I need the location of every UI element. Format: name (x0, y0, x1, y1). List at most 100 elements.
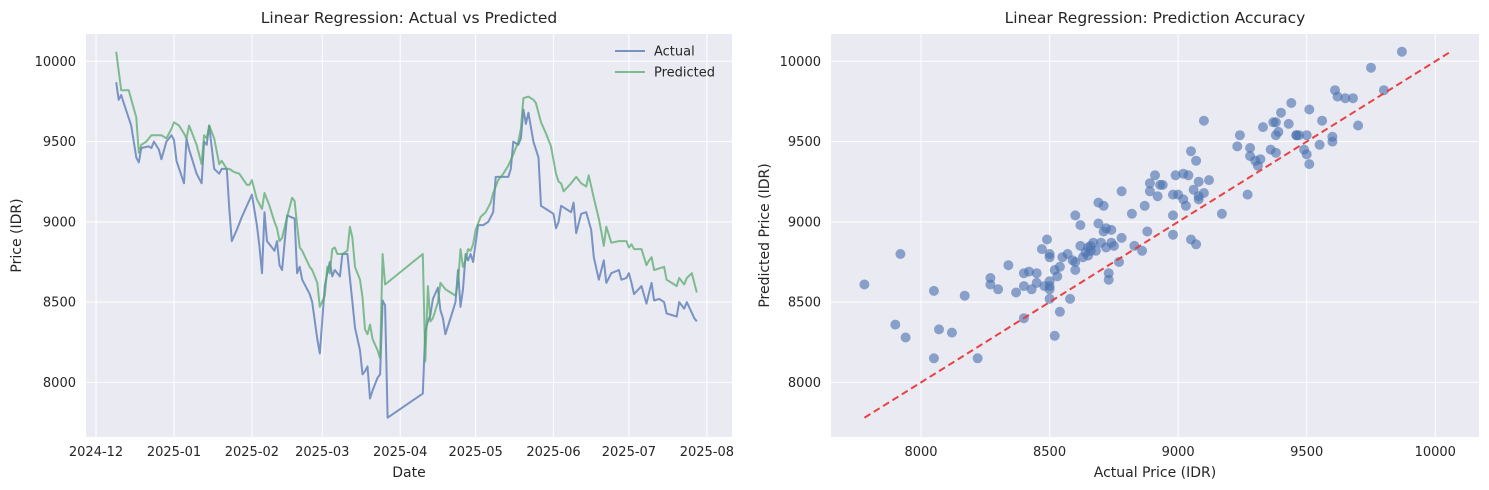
scatter-point (1327, 136, 1338, 147)
scatter-point (1198, 115, 1209, 126)
scatter-point (1396, 46, 1407, 57)
x-tick-label: 2025-05 (448, 445, 502, 460)
scatter-point (1255, 154, 1266, 165)
scatter-point (859, 279, 870, 290)
scatter-point (1044, 276, 1055, 287)
scatter-point (1031, 277, 1042, 288)
scatter-point (1353, 120, 1364, 131)
scatter-point (1065, 293, 1076, 304)
scatter-point (1317, 115, 1328, 126)
scatter-point (1301, 130, 1312, 141)
scatter-point (1106, 224, 1117, 235)
scatter-point (1126, 208, 1137, 219)
scatter-point (1024, 266, 1034, 277)
x-tick-label: 2025-04 (373, 445, 427, 460)
scatter-point (1150, 170, 1160, 181)
scatter-point (1270, 117, 1281, 128)
legend-label-predicted: Predicted (654, 66, 715, 81)
scatter-chart-x-ticks: 8000 8500 9000 9500 10000 (904, 445, 1456, 460)
scatter-point (1168, 229, 1178, 240)
scatter-point (1103, 274, 1114, 285)
scatter-point (1116, 186, 1127, 197)
scatter-point (1090, 245, 1101, 256)
x-tick-label: 9000 (1162, 445, 1195, 460)
scatter-point (1070, 257, 1081, 267)
scatter-point (1180, 200, 1191, 211)
y-tick-label: 8000 (43, 376, 76, 391)
x-tick-label: 2025-02 (225, 445, 279, 460)
scatter-point (1314, 139, 1325, 150)
x-tick-label: 2025-08 (680, 445, 734, 460)
scatter-point (1144, 186, 1155, 197)
scatter-point (1088, 237, 1099, 248)
scatter-point (1075, 220, 1086, 231)
y-tick-label: 9500 (43, 135, 76, 150)
scatter-point (1273, 126, 1284, 137)
perfect-prediction-line (863, 50, 1452, 419)
scatter-point (1144, 178, 1155, 189)
scatter-point (1116, 232, 1127, 243)
scatter-chart-panel: 8000 8500 9000 9500 10000 8000 8500 9000 9500 10… (757, 9, 1479, 481)
scatter-point (1258, 122, 1268, 133)
scatter-point (1070, 265, 1081, 275)
scatter-point (934, 324, 944, 335)
scatter-point (972, 353, 983, 364)
scatter-point (959, 290, 970, 301)
scatter-point (1003, 260, 1014, 271)
scatter-chart-y-ticks: 8000 8500 9000 9500 10000 (780, 55, 821, 391)
y-tick-label: 9000 (43, 215, 76, 230)
scatter-point (1294, 130, 1304, 141)
line-chart-x-ticks: 2024-12 2025-01 2025-02 2025-03 2025-04 2025-… (69, 445, 734, 460)
y-tick-label: 8500 (788, 296, 821, 311)
scatter-point (1234, 130, 1245, 141)
scatter-point (1108, 240, 1119, 251)
line-chart-y-label: Price (IDR) (9, 198, 25, 272)
scatter-point (1286, 98, 1297, 108)
scatter-point (1340, 93, 1351, 104)
x-tick-label: 2025-03 (295, 445, 349, 460)
y-tick-label: 9000 (788, 215, 821, 230)
scatter-point (1183, 170, 1194, 181)
scatter-point (1049, 330, 1060, 341)
y-tick-label: 9500 (788, 135, 821, 150)
scatter-point (1044, 249, 1055, 259)
y-tick-label: 10000 (780, 55, 821, 70)
line-chart-title: Linear Regression: Actual vs Predicted (261, 9, 557, 27)
x-tick-label: 9500 (1290, 445, 1323, 460)
scatter-point (1283, 118, 1294, 129)
scatter-point (985, 279, 996, 290)
scatter-point (1036, 244, 1047, 255)
scatter-point (1054, 306, 1065, 317)
scatter-point (1301, 149, 1312, 160)
scatter-point (1054, 261, 1065, 272)
scatter-chart-points (859, 46, 1407, 364)
scatter-point (1204, 175, 1214, 186)
scatter-point (1193, 176, 1204, 187)
x-tick-label: 2024-12 (69, 445, 123, 460)
scatter-point (993, 284, 1004, 295)
scatter-point (1052, 271, 1063, 282)
scatter-point (1157, 179, 1168, 190)
scatter-point (1070, 210, 1081, 221)
scatter-point (1242, 189, 1253, 200)
scatter-point (1304, 159, 1315, 170)
x-tick-label: 10000 (1415, 445, 1456, 460)
scatter-point (1098, 200, 1109, 211)
x-tick-label: 2025-06 (526, 445, 580, 460)
scatter-point (1191, 239, 1202, 250)
scatter-chart-grid (831, 34, 1479, 437)
scatter-point (1245, 143, 1256, 153)
scatter-point (1270, 147, 1281, 158)
scatter-point (1031, 268, 1042, 279)
line-chart-legend: Actual Predicted (615, 45, 715, 81)
y-tick-label: 8500 (43, 296, 76, 311)
scatter-point (1378, 85, 1389, 96)
legend-label-actual: Actual (654, 45, 695, 60)
x-tick-label: 2025-07 (602, 445, 656, 460)
scatter-point (1139, 200, 1150, 211)
scatter-point (1142, 226, 1153, 237)
scatter-point (1168, 210, 1178, 221)
series-line-predicted (115, 51, 698, 363)
scatter-point (1276, 107, 1286, 118)
line-chart-series (115, 51, 698, 419)
